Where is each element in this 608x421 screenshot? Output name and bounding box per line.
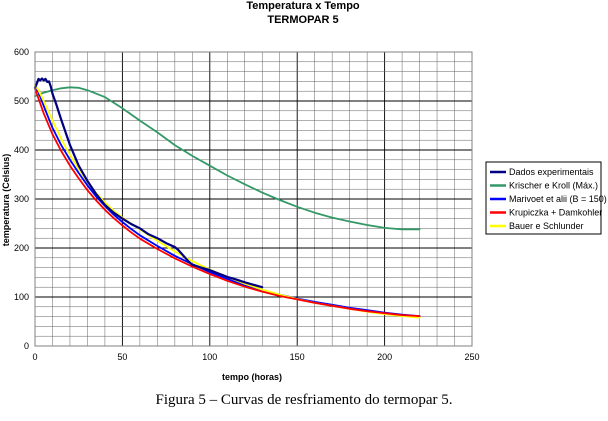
series-lines [33,77,421,319]
series-line-2 [34,86,421,318]
legend-label: Bauer e Schlunder [509,221,584,231]
grid [35,52,472,346]
series-line-3 [34,87,421,318]
y-tick-label: 200 [14,243,29,253]
legend-label: Krischer e Kroll (Máx.) [509,181,598,191]
legend-label: Marivoet et alii (B = 150) [509,194,607,204]
x-tick-label: 250 [464,352,479,362]
chart-title: Temperatura x Tempo [246,0,360,12]
tick-labels: 0 50 100 150 200 250 0 100 200 300 400 500 600 [14,47,480,362]
y-tick-label: 0 [24,341,29,351]
x-tick-label: 200 [377,352,392,362]
y-tick-label: 600 [14,47,29,57]
x-axis-label: tempo (horas) [222,372,282,382]
series-line-1 [34,86,421,231]
legend-label: Krupiczka + Damkohler [509,208,602,218]
figure-caption: Figura 5 – Curvas de resfriamento do ter… [155,392,453,408]
y-tick-label: 500 [14,96,29,106]
x-tick-label: 100 [202,352,217,362]
x-tick-label: 150 [290,352,305,362]
y-axis-label: temperatura (Celsius) [1,154,11,247]
chart-subtitle: TERMOPAR 5 [267,14,338,26]
x-tick-label: 50 [117,352,127,362]
series-line-0 [33,77,264,289]
legend-label: Dados experimentais [509,167,594,177]
legend: Dados experimentais Krischer e Kroll (Máx… [485,161,607,235]
y-tick-label: 100 [14,292,29,302]
y-tick-label: 300 [14,194,29,204]
plot-border [34,51,473,347]
x-tick-label: 0 [32,352,37,362]
y-tick-label: 400 [14,145,29,155]
